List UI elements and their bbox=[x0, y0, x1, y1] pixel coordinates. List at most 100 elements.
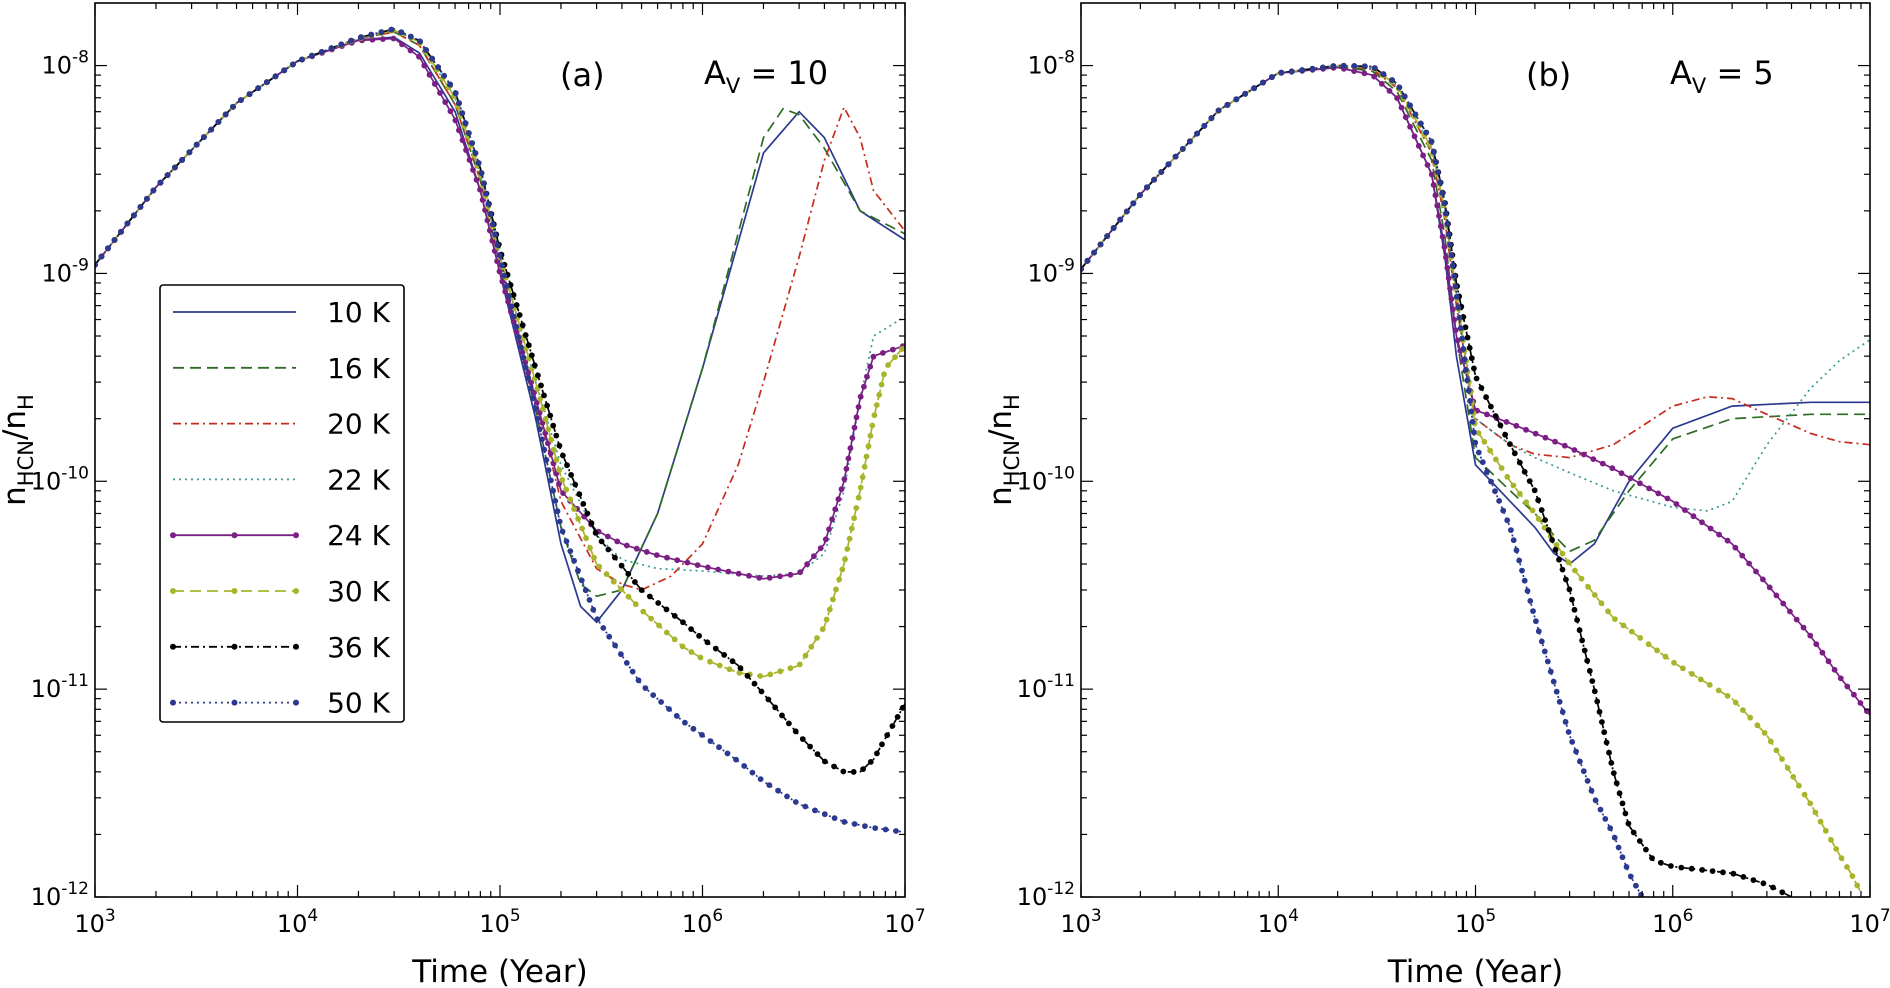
series-marker-36k bbox=[729, 658, 736, 665]
series-marker-24k bbox=[1450, 306, 1456, 313]
series-marker-50k bbox=[398, 29, 405, 36]
series-marker-50k bbox=[618, 651, 624, 658]
series-marker-24k bbox=[1682, 507, 1688, 513]
series-marker-50k bbox=[1104, 233, 1111, 240]
series-marker-50k bbox=[534, 415, 541, 422]
series-marker-50k bbox=[1437, 179, 1443, 186]
series-marker-50k bbox=[435, 64, 441, 71]
series-marker-50k bbox=[1500, 507, 1507, 514]
series-marker-50k bbox=[548, 477, 554, 484]
series-marker-30k bbox=[1516, 490, 1523, 497]
series-marker-36k bbox=[522, 332, 529, 338]
series-marker-50k bbox=[862, 823, 868, 829]
series-marker-36k bbox=[618, 562, 625, 569]
series-marker-30k bbox=[1761, 730, 1768, 736]
series-marker-50k bbox=[1569, 739, 1576, 745]
series-marker-24k bbox=[1780, 600, 1787, 607]
series-marker-36k bbox=[1601, 729, 1608, 736]
series-marker-36k bbox=[1586, 668, 1593, 674]
series-marker-24k bbox=[470, 167, 476, 173]
series-marker-50k bbox=[1460, 346, 1467, 352]
series-marker-50k bbox=[485, 201, 492, 207]
series-marker-50k bbox=[612, 642, 618, 649]
series-marker-50k bbox=[543, 457, 550, 463]
series-marker-50k bbox=[1320, 64, 1326, 71]
series-marker-36k bbox=[860, 766, 866, 772]
series-marker-50k bbox=[475, 160, 482, 166]
series-marker-50k bbox=[1130, 200, 1137, 207]
legend-label: 36 K bbox=[327, 631, 391, 664]
series-marker-30k bbox=[881, 371, 887, 378]
series-marker-24k bbox=[1664, 495, 1671, 502]
series-marker-30k bbox=[869, 422, 876, 429]
series-marker-50k bbox=[1611, 834, 1618, 841]
series-marker-24k bbox=[1739, 552, 1746, 559]
series-marker-36k bbox=[1668, 863, 1674, 869]
series-marker-24k bbox=[1371, 73, 1377, 80]
legend-label: 50 K bbox=[327, 687, 391, 720]
series-marker-30k bbox=[1680, 665, 1686, 672]
series-marker-30k bbox=[757, 673, 764, 679]
series-marker-50k bbox=[1538, 638, 1545, 645]
series-marker-24k bbox=[1844, 683, 1851, 690]
series-marker-24k bbox=[870, 353, 877, 360]
series-marker-36k bbox=[807, 743, 813, 750]
series-marker-24k bbox=[1716, 531, 1722, 538]
series-marker-36k bbox=[576, 491, 583, 498]
series-marker-50k bbox=[1435, 169, 1441, 176]
series-marker-50k bbox=[309, 52, 315, 59]
panel-label: (b) bbox=[1526, 56, 1571, 94]
series-marker-50k bbox=[456, 100, 462, 107]
x-tick-label: 107 bbox=[1849, 906, 1890, 938]
series-marker-30k bbox=[587, 545, 593, 551]
series-marker-36k bbox=[1750, 877, 1757, 883]
series-marker-50k bbox=[172, 164, 178, 171]
series-marker-24k bbox=[1445, 275, 1452, 282]
series-marker-24k bbox=[1407, 123, 1413, 130]
series-marker-50k bbox=[1117, 216, 1124, 223]
series-marker-50k bbox=[1544, 658, 1551, 665]
series-marker-36k bbox=[1591, 688, 1598, 695]
series-marker-24k bbox=[416, 53, 422, 60]
series-marker-50k bbox=[164, 172, 171, 179]
series-marker-30k bbox=[826, 606, 833, 613]
series-marker-50k bbox=[1615, 844, 1622, 851]
series-marker-50k bbox=[429, 55, 435, 62]
series-marker-36k bbox=[550, 422, 557, 429]
series-marker-50k bbox=[447, 81, 453, 88]
series-marker-50k bbox=[635, 677, 642, 684]
series-marker-36k bbox=[528, 352, 535, 359]
series-marker-24k bbox=[804, 561, 810, 568]
series-marker-36k bbox=[1497, 422, 1504, 429]
series-marker-36k bbox=[564, 462, 570, 469]
series-marker-36k bbox=[1545, 527, 1552, 533]
series-marker-36k bbox=[541, 392, 547, 399]
series-marker-50k bbox=[515, 334, 522, 340]
series-marker-36k bbox=[547, 412, 554, 419]
series-marker-30k bbox=[836, 576, 843, 583]
series-marker-50k bbox=[1137, 192, 1143, 199]
series-marker-24k bbox=[499, 278, 506, 285]
series-marker-50k bbox=[1158, 169, 1165, 175]
series-marker-50k bbox=[264, 79, 270, 86]
legend: 10 K 16 K 20 K 22 K 24 K 30 K 36 K 50 K bbox=[159, 284, 405, 723]
series-marker-50k bbox=[290, 61, 296, 68]
series-marker-50k bbox=[682, 719, 688, 726]
series-marker-30k bbox=[848, 525, 855, 532]
series-marker-30k bbox=[671, 636, 678, 643]
series-marker-36k bbox=[1483, 394, 1489, 401]
series-marker-50k bbox=[1097, 241, 1104, 248]
series-marker-36k bbox=[867, 759, 874, 765]
series-marker-36k bbox=[588, 520, 595, 527]
series-marker-24k bbox=[853, 414, 860, 421]
series-marker-36k bbox=[1779, 889, 1786, 896]
series-marker-30k bbox=[1740, 707, 1746, 713]
series-marker-24k bbox=[502, 288, 509, 295]
series-marker-30k bbox=[1529, 507, 1536, 514]
series-marker-36k bbox=[1531, 487, 1538, 494]
series-line-24k bbox=[1081, 66, 1870, 716]
series-marker-50k bbox=[831, 815, 838, 821]
series-marker-50k bbox=[541, 446, 548, 453]
series-marker-50k bbox=[1465, 387, 1472, 394]
series-marker-30k bbox=[736, 670, 743, 676]
